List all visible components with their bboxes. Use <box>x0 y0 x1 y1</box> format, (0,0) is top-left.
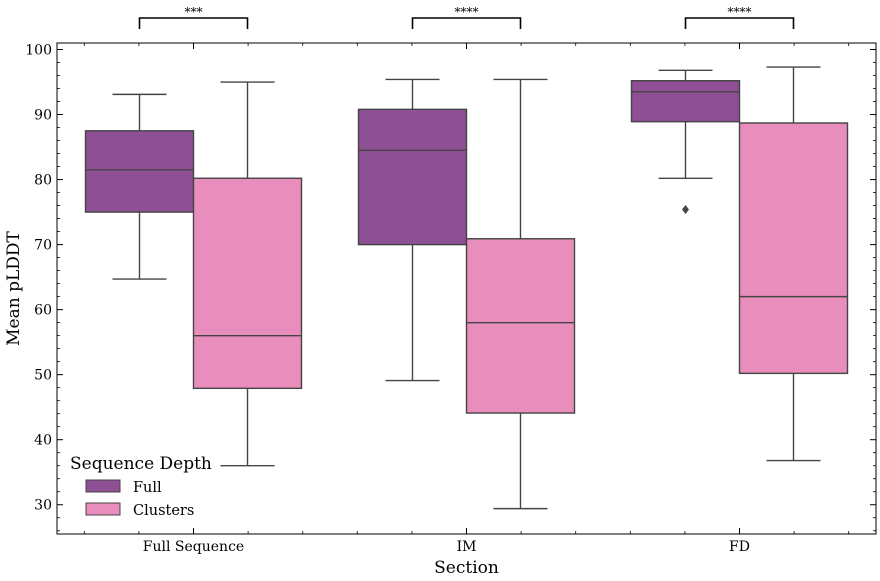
legend-entry-full: Full <box>133 480 162 496</box>
box-full-0 <box>84 93 195 280</box>
y-tick-label: 30 <box>34 498 52 514</box>
y-tick-label: 100 <box>25 43 52 59</box>
significance-layer: *** **** **** <box>138 5 795 29</box>
box-clusters-1 <box>465 78 576 510</box>
box-iqr <box>84 130 195 213</box>
legend-title: Sequence Depth <box>70 454 212 474</box>
y-tick-label: 90 <box>34 108 52 124</box>
x-tick-label: Full Sequence <box>143 539 244 555</box>
significance-bracket-1 <box>411 17 522 29</box>
box-clusters-0 <box>192 81 303 467</box>
significance-label-2: **** <box>728 5 752 19</box>
x-tick-label: FD <box>729 539 750 555</box>
legend-swatch-clusters <box>85 502 121 516</box>
box-iqr <box>630 80 741 123</box>
x-tick-label: IM <box>457 539 477 555</box>
y-tick-label: 80 <box>34 173 52 189</box>
y-tick-label: 60 <box>34 303 52 319</box>
significance-bracket-0 <box>138 17 249 29</box>
y-tick-label: 70 <box>34 238 52 254</box>
y-axis-label: Mean pLDDT <box>4 230 24 345</box>
outlier-point <box>682 204 689 214</box>
boxes-layer <box>84 66 849 510</box>
y-tick-label: 50 <box>34 368 52 384</box>
y-tick-label: 40 <box>34 433 52 449</box>
box-full-2 <box>630 69 741 214</box>
legend-entry-clusters: Clusters <box>133 503 194 519</box>
axes-layer: 30 40 50 60 70 80 90 100 Full Sequence IM FD <box>25 42 877 555</box>
x-axis-label: Section <box>434 558 499 578</box>
legend: Sequence Depth Full Clusters <box>70 454 212 519</box>
legend-swatch-full <box>85 479 121 493</box>
box-iqr <box>357 108 468 246</box>
significance-bracket-2 <box>684 17 795 29</box>
box-iqr <box>738 122 849 375</box>
box-clusters-2 <box>738 66 849 462</box>
significance-label-0: *** <box>185 5 203 19</box>
box-iqr <box>192 177 303 390</box>
box-iqr <box>465 238 576 414</box>
box-full-1 <box>357 78 468 382</box>
significance-label-1: **** <box>455 5 479 19</box>
